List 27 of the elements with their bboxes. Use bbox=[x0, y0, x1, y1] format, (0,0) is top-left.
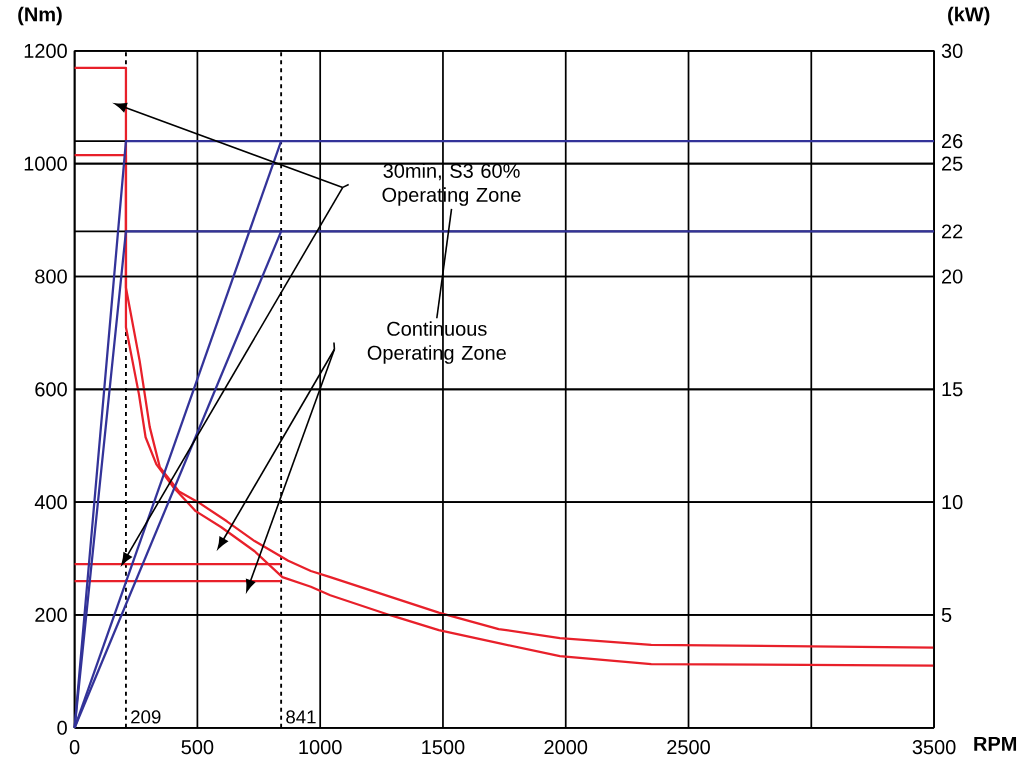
y-tick-label: 1200 bbox=[24, 43, 67, 58]
y2-tick-label: 25 bbox=[942, 156, 963, 171]
x-tick-label: 3500 bbox=[912, 739, 956, 754]
x-axis-title: RPM bbox=[974, 736, 1017, 751]
y2-tick-label: 30 bbox=[941, 43, 963, 58]
x-tick-label: 2500 bbox=[667, 739, 710, 754]
x-tick-label: 2000 bbox=[544, 739, 588, 754]
x-tick-label: 1500 bbox=[422, 739, 465, 754]
x-tick-label: 500 bbox=[181, 739, 214, 754]
y-tick-label: 600 bbox=[35, 382, 67, 397]
y-tick-label: 800 bbox=[35, 269, 67, 284]
x-tick-label: 0 bbox=[69, 739, 80, 754]
y2-tick-label: 22 bbox=[942, 224, 963, 239]
y2-tick-label: 20 bbox=[942, 269, 963, 284]
y-tick-label: 400 bbox=[34, 494, 67, 509]
y-tick-label: 0 bbox=[57, 720, 67, 735]
y2-tick-label: 10 bbox=[942, 494, 963, 509]
y2-tick-label: 5 bbox=[941, 607, 952, 622]
y2-tick-label: 26 bbox=[942, 133, 963, 148]
y-tick-label: 1000 bbox=[24, 156, 67, 171]
y-tick-label: 200 bbox=[35, 607, 67, 622]
y2-tick-label: 15 bbox=[942, 382, 963, 397]
y2-axis-title: (kW) bbox=[948, 6, 990, 26]
x-tick-label: 1000 bbox=[299, 739, 342, 754]
ref-line-label: 209 bbox=[131, 710, 161, 724]
ref-line-label: 841 bbox=[286, 710, 316, 724]
y-axis-title: (Nm) bbox=[18, 6, 62, 26]
